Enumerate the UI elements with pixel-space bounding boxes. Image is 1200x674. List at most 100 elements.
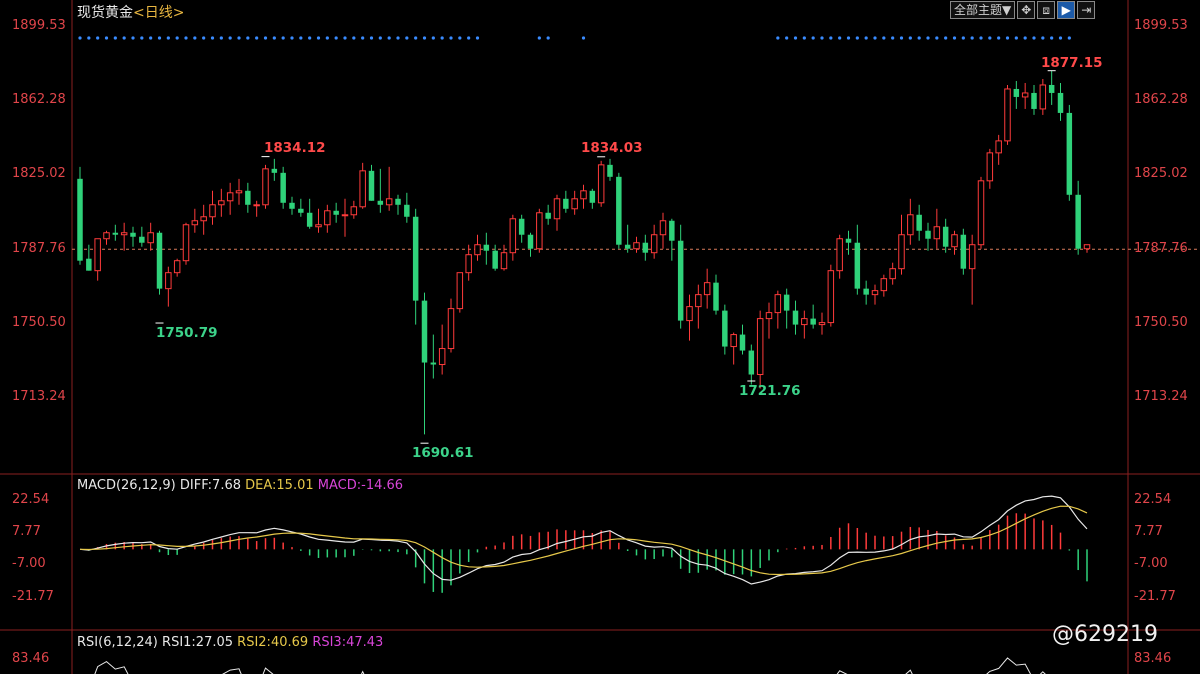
- rsi2-value: RSI2:40.69: [237, 635, 309, 650]
- signal-dot: [855, 36, 859, 40]
- candle-body-down: [722, 310, 728, 347]
- candle-body-down: [863, 288, 869, 295]
- play-icon[interactable]: ▶: [1057, 1, 1076, 19]
- candle-body-down: [156, 232, 163, 289]
- candle-body-up: [262, 168, 269, 206]
- price-tick-right: 1750.50: [1134, 315, 1188, 330]
- macd-tick-right: 22.54: [1134, 492, 1172, 507]
- crosshair-icon[interactable]: ✥: [1017, 1, 1036, 19]
- candle-body-down: [377, 200, 384, 205]
- signal-dot: [829, 36, 833, 40]
- history-icon[interactable]: ⧈: [1037, 1, 1056, 19]
- signal-dot: [1014, 36, 1018, 40]
- low-annotation: 1721.76: [739, 383, 801, 399]
- macd-diff: DIFF:7.68: [179, 478, 241, 493]
- signal-dot: [449, 36, 453, 40]
- candle-body-down: [607, 164, 613, 177]
- candle-body-up: [597, 164, 605, 204]
- signal-dot: [935, 36, 939, 40]
- candle-body-down: [368, 170, 375, 201]
- candle-body-down: [280, 172, 286, 203]
- signal-dot: [228, 36, 232, 40]
- signal-dot: [1023, 36, 1027, 40]
- candle-body-up: [880, 278, 888, 292]
- price-tick-left: 1750.50: [12, 315, 66, 330]
- candle-body-up: [474, 244, 481, 256]
- macd-tick-right: -7.00: [1134, 556, 1168, 571]
- candle-body-down: [1048, 84, 1055, 93]
- theme-dropdown[interactable]: 全部主题▼: [950, 1, 1016, 19]
- signal-dot: [431, 36, 435, 40]
- candle-body-up: [553, 198, 561, 220]
- candle-body-down: [854, 242, 861, 289]
- candle-body-up: [907, 214, 914, 236]
- candle-body-up: [94, 238, 101, 272]
- chart-toolbar: 全部主题▼ ✥ ⧈ ▶ ⇥: [950, 1, 1096, 19]
- macd-tick-left: 22.54: [12, 492, 50, 507]
- candle-body-up: [898, 234, 905, 270]
- signal-dot: [917, 36, 921, 40]
- candle-body-up: [536, 212, 543, 250]
- price-tick-left: 1713.24: [12, 389, 66, 404]
- signal-dot: [979, 36, 983, 40]
- signal-dot: [361, 36, 365, 40]
- price-tick-right: 1862.28: [1134, 92, 1188, 107]
- candle-body-down: [960, 234, 967, 269]
- signal-dot: [1032, 36, 1036, 40]
- candle-body-down: [925, 230, 931, 239]
- candle-body-up: [359, 170, 366, 208]
- signal-dot: [1067, 36, 1071, 40]
- candle-body-up: [933, 226, 941, 240]
- candle-body-up: [253, 204, 260, 207]
- signal-dot: [458, 36, 462, 40]
- candle-body-down: [942, 226, 949, 247]
- candle-body-down: [1057, 92, 1064, 113]
- signal-dot: [926, 36, 930, 40]
- candle-body-down: [130, 232, 136, 237]
- signal-dot: [299, 36, 303, 40]
- candle-body-up: [827, 270, 835, 324]
- candle-body-down: [333, 210, 339, 215]
- signal-dot: [422, 36, 427, 40]
- candle-body-down: [739, 334, 746, 351]
- candle-body-down: [298, 208, 304, 213]
- candle-body-down: [810, 318, 816, 325]
- price-tick-right: 1899.53: [1134, 18, 1188, 33]
- candle-body-up: [774, 294, 782, 314]
- candle-body-up: [730, 334, 737, 348]
- signal-dot: [776, 36, 780, 40]
- macd-tick-left: -21.77: [12, 589, 54, 604]
- price-tick-left: 1787.76: [12, 241, 66, 256]
- timeframe-selector[interactable]: <日线>: [133, 5, 185, 21]
- candle-body-down: [792, 310, 799, 325]
- signal-dot: [546, 36, 550, 40]
- high-annotation: 1877.15: [1041, 55, 1103, 71]
- candle-body-up: [836, 238, 843, 272]
- signal-dot: [882, 36, 886, 40]
- candle-body-up: [580, 190, 587, 200]
- signal-dot: [281, 36, 285, 40]
- price-tick-left: 1899.53: [12, 18, 66, 33]
- signal-dot: [343, 36, 347, 40]
- candle-body-down: [395, 198, 401, 205]
- candle-body-down: [783, 294, 790, 311]
- signal-dot: [952, 36, 957, 40]
- signal-dot: [149, 36, 153, 40]
- signal-dot: [263, 36, 268, 40]
- export-icon[interactable]: ⇥: [1077, 1, 1096, 19]
- signal-dot: [210, 36, 215, 40]
- signal-dot: [988, 36, 992, 40]
- candle-body-up: [191, 220, 199, 226]
- price-tick-right: 1825.02: [1134, 166, 1188, 181]
- signal-dot: [785, 36, 789, 40]
- candle-body-down: [563, 198, 569, 209]
- rsi-tick-right: 83.46: [1134, 651, 1172, 666]
- candle-body-up: [465, 254, 472, 274]
- candle-body-up: [235, 190, 243, 194]
- macd-params: MACD(26,12,9): [77, 478, 176, 493]
- candle-body-down: [642, 242, 649, 253]
- signal-dot: [396, 36, 400, 40]
- candle-body-up: [341, 214, 349, 217]
- signal-dot: [246, 36, 250, 40]
